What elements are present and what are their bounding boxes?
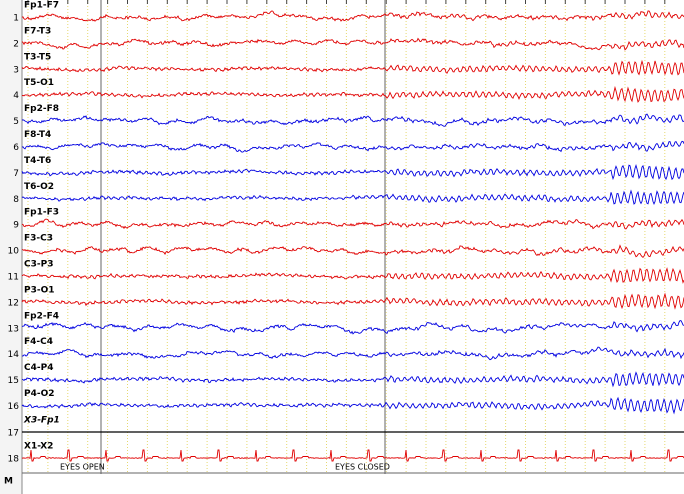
marker-row-label: M xyxy=(4,477,13,487)
eeg-trace xyxy=(21,449,684,462)
channel-number: 5 xyxy=(13,117,19,127)
channel-number: 3 xyxy=(13,65,19,75)
eeg-trace xyxy=(21,85,684,103)
traces xyxy=(21,10,684,462)
channel-label: P4-O2 xyxy=(24,389,55,399)
channel-label: F7-T3 xyxy=(24,26,51,36)
channel-number: 10 xyxy=(8,247,20,257)
channel-label: T5-O1 xyxy=(24,78,54,88)
channel-number: 18 xyxy=(8,455,20,465)
eeg-trace xyxy=(21,320,684,335)
channel-number: 7 xyxy=(13,169,19,179)
channel-number: 9 xyxy=(13,221,19,231)
eeg-trace xyxy=(21,59,684,76)
time-grid xyxy=(27,0,666,473)
channel-label: Fp1-F7 xyxy=(24,1,59,11)
channel-label: T6-O2 xyxy=(24,182,54,192)
labels: 1 Fp1-F7 2 F7-T3 3 T3-T5 4 T5-O1 5 Fp2-F8 6 F8-T4 7T… xyxy=(8,1,60,465)
channel-label: C4-P4 xyxy=(24,363,53,373)
channel-label: F8-T4 xyxy=(24,130,51,140)
channel-number: 15 xyxy=(8,376,19,386)
channel-label: Fp2-F4 xyxy=(24,311,59,321)
eeg-trace xyxy=(21,396,684,415)
eeg-trace xyxy=(21,267,684,284)
channel-number: 1 xyxy=(13,14,19,24)
channel-number: 16 xyxy=(8,402,20,412)
channel-number: 14 xyxy=(8,350,20,360)
eeg-trace xyxy=(21,164,684,181)
channel-label: Fp1-F3 xyxy=(24,208,59,218)
channel-number: 2 xyxy=(13,39,19,49)
channel-label: T4-T6 xyxy=(24,156,51,166)
channel-number: 4 xyxy=(13,91,19,101)
channel-label: X3-Fp1 xyxy=(23,416,60,426)
eeg-trace xyxy=(21,140,684,153)
channel-number: 8 xyxy=(13,195,19,205)
channel-number: 13 xyxy=(8,324,19,334)
eeg-trace xyxy=(21,218,684,230)
channel-label: P3-O1 xyxy=(24,285,55,295)
eeg-trace xyxy=(21,113,684,127)
eeg-trace xyxy=(21,244,684,259)
eeg-trace xyxy=(21,292,684,310)
channel-number: 12 xyxy=(8,298,19,308)
eeg-trace xyxy=(21,371,684,388)
annotation: EYES CLOSED xyxy=(335,463,390,472)
channel-number: 6 xyxy=(13,143,19,153)
channel-number: 11 xyxy=(8,273,19,283)
eeg-trace xyxy=(21,189,684,206)
eeg-trace xyxy=(21,10,684,22)
eeg-trace xyxy=(21,346,684,361)
number-column xyxy=(0,0,22,494)
channel-label: Fp2-F8 xyxy=(24,104,59,114)
eeg-trace xyxy=(21,37,684,51)
channel-label: F3-C3 xyxy=(24,234,53,244)
channel-label: C3-P3 xyxy=(24,260,53,270)
channel-label: F4-C4 xyxy=(24,337,53,347)
channel-label: X1-X2 xyxy=(24,442,53,452)
annotation: EYES OPEN xyxy=(60,463,105,472)
channel-number: 17 xyxy=(8,429,19,439)
channel-label: T3-T5 xyxy=(24,52,51,62)
